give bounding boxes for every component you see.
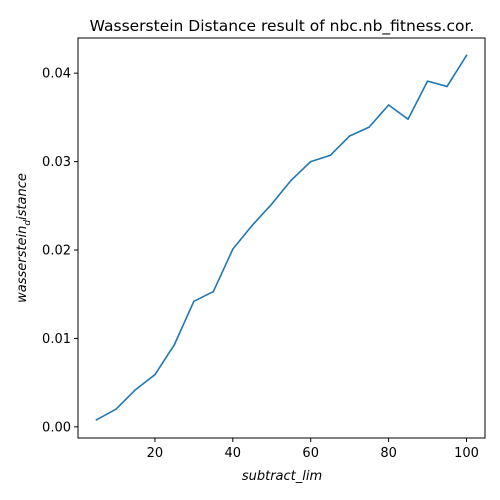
- data-point: [115, 408, 117, 410]
- y-axis-label: wassersteindistance: [15, 173, 33, 303]
- data-point: [309, 160, 312, 163]
- plot-area: [77, 37, 486, 439]
- data-point: [368, 126, 370, 128]
- data-point: [251, 224, 254, 227]
- y-tick-label: 0.01: [42, 332, 71, 347]
- data-point: [329, 154, 331, 157]
- x-tick-label: 20: [147, 446, 164, 461]
- x-tick-label: 100: [454, 446, 479, 461]
- y-tick-label: 0.04: [42, 67, 71, 82]
- x-tick-label: 80: [380, 446, 397, 461]
- data-point: [407, 118, 409, 120]
- y-tick-label: 0.03: [42, 155, 71, 170]
- data-point: [95, 418, 98, 421]
- data-point: [134, 388, 137, 391]
- data-point: [193, 300, 195, 303]
- x-tick-label: 40: [225, 446, 242, 461]
- series-line-0: [95, 54, 468, 421]
- data-point: [212, 290, 215, 293]
- x-tick-label: 60: [302, 446, 319, 461]
- data-point: [387, 104, 390, 106]
- data-point: [465, 54, 468, 57]
- y-tick-label: 0.02: [42, 244, 71, 259]
- y-tick-label: 0.00: [42, 420, 71, 435]
- data-point: [173, 343, 176, 346]
- data-point: [270, 203, 273, 205]
- x-axis: 20 40 60 80 100: [147, 438, 479, 461]
- x-axis-label: subtract_lim: [242, 469, 322, 484]
- data-point: [290, 179, 293, 181]
- chart-title: Wasserstein Distance result of nbc.nb_fi…: [90, 17, 475, 36]
- data-point: [446, 85, 448, 88]
- plot-frame: [77, 37, 486, 439]
- data-point: [232, 248, 234, 250]
- data-point: [348, 135, 351, 137]
- data-point: [154, 373, 156, 376]
- y-axis: 0.00 0.01 0.02 0.03 0.04: [42, 67, 78, 435]
- data-point: [426, 80, 429, 82]
